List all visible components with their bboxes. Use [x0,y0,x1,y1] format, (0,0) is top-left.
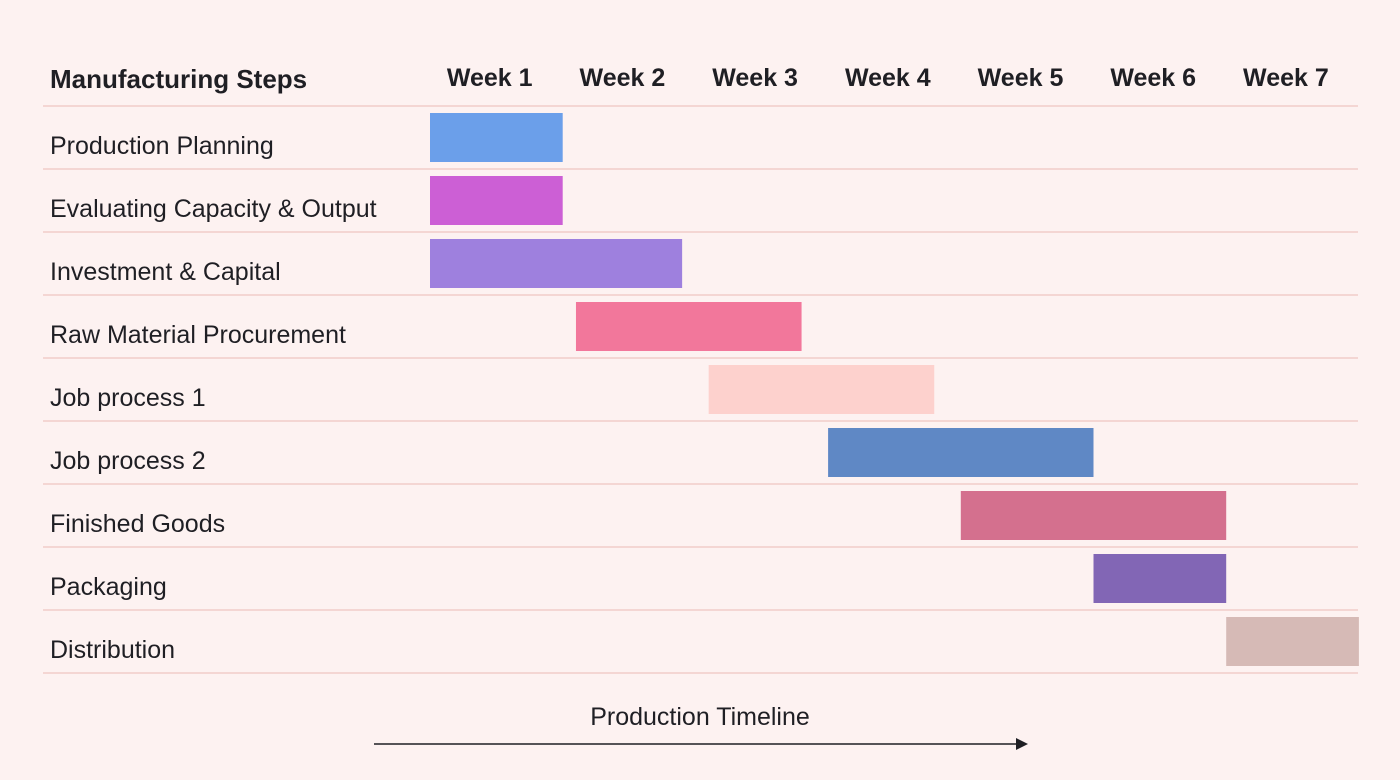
task-bar [708,365,935,414]
task-label: Packaging [50,573,167,601]
task-bar [960,491,1227,540]
week-header-5: Week 5 [978,64,1064,92]
task-label: Job process 1 [50,384,206,412]
task-bar [828,428,1094,477]
task-bar [1226,617,1359,666]
task-bar [430,239,683,288]
week-header-3: Week 3 [712,64,798,92]
task-bar [430,176,563,225]
task-label: Job process 2 [50,447,206,475]
task-label: Distribution [50,636,175,664]
grid-lines [43,105,1358,674]
task-label: Production Planning [50,132,274,160]
week-header-7: Week 7 [1243,64,1329,92]
task-labels: Production Planning Evaluating Capacity &… [50,132,377,664]
timeline-arrow [374,738,1028,750]
task-bar [430,113,563,162]
task-label: Finished Goods [50,510,225,538]
task-label: Raw Material Procurement [50,321,346,349]
week-header-6: Week 6 [1110,64,1196,92]
arrow-right-icon [1016,738,1028,750]
task-bar [575,302,802,351]
week-header-2: Week 2 [580,64,666,92]
x-axis-label: Production Timeline [590,703,810,731]
task-bars [430,113,1359,666]
row-header-label: Manufacturing Steps [50,64,307,94]
week-header-row: Week 1 Week 2 Week 3 Week 4 Week 5 Week 6 Week… [447,64,1329,92]
task-label: Investment & Capital [50,258,281,286]
week-header-4: Week 4 [845,64,931,92]
task-label: Evaluating Capacity & Output [50,195,377,223]
task-bar [1093,554,1227,603]
week-header-1: Week 1 [447,64,533,92]
